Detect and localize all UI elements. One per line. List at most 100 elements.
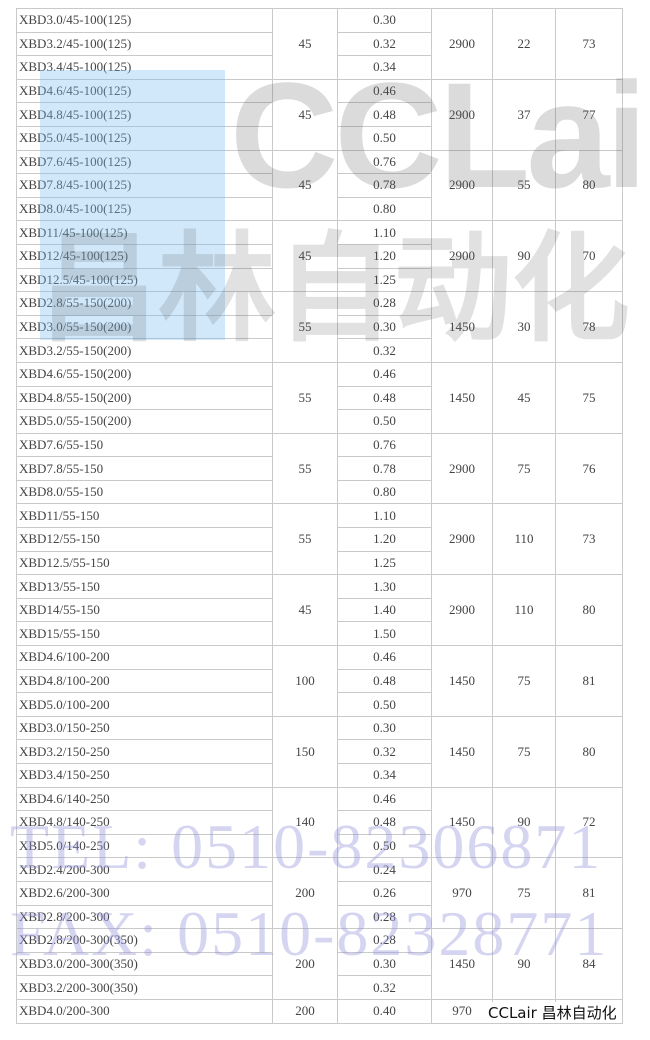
group-value-cell: 80 [555, 149, 623, 222]
corner-logo: CCLair 昌林自动化 [486, 1002, 619, 1023]
model-cell: XBD3.0/55-150(200) [16, 314, 273, 340]
group-value-cell: 55 [272, 503, 338, 576]
table-row: XBD3.4/45-100(125) 0.34 [16, 55, 623, 80]
group-value-cell: 1450 [431, 645, 493, 717]
value-cell: 1.25 [337, 267, 432, 293]
value-cell: 1.50 [337, 621, 432, 647]
group-value-cell: 55 [272, 361, 338, 434]
group-value-cell: 45 [272, 149, 338, 222]
table-row: XBD13/55-150 45 1.30 2900 110 80 [16, 574, 623, 647]
model-cell: XBD4.6/45-100(125) [16, 78, 273, 104]
table-row: XBD3.0/45-100(125) 45 0.30 2900 22 73 [16, 8, 623, 80]
value-cell: 0.32 [337, 31, 432, 57]
value-cell: 0.32 [337, 975, 432, 1000]
group-value-cell: 75 [492, 715, 556, 788]
group-value-cell: 200 [272, 998, 338, 1024]
model-cell: XBD3.4/150-250 [16, 763, 273, 788]
table-row: XBD7.8/55-150 0.78 [16, 456, 623, 481]
group-value-cell: 81 [555, 645, 623, 717]
table-row: XBD11/55-150 55 1.10 2900 110 73 [16, 503, 623, 576]
model-cell: XBD3.2/55-150(200) [16, 338, 273, 363]
table-row: XBD5.0/45-100(125) 0.50 [16, 125, 623, 151]
group-value-cell: 30 [492, 291, 556, 363]
model-cell: XBD2.8/200-300 [16, 904, 273, 930]
model-cell: XBD3.2/200-300(350) [16, 975, 273, 1000]
value-cell: 1.40 [337, 597, 432, 623]
model-cell: XBD2.6/200-300 [16, 880, 273, 906]
group-value-cell: 90 [492, 786, 556, 859]
table-row: XBD5.0/55-150(200) 0.50 [16, 409, 623, 434]
group-value-cell: 45 [272, 8, 338, 80]
value-cell: 1.30 [337, 574, 432, 599]
group-value-cell: 2900 [431, 574, 493, 647]
table-row: XBD7.6/55-150 55 0.76 2900 75 76 [16, 432, 623, 505]
group-value-cell: 84 [555, 928, 623, 1000]
table-row: XBD12.5/45-100(125) 1.25 [16, 267, 623, 293]
value-cell: 1.20 [337, 243, 432, 269]
group-value-cell: 45 [272, 78, 338, 151]
group-value-cell: 90 [492, 220, 556, 293]
table-row: XBD12/45-100(125) 1.20 [16, 243, 623, 269]
group-value-cell: 90 [492, 928, 556, 1000]
model-cell: XBD12.5/55-150 [16, 550, 273, 576]
model-cell: XBD5.0/45-100(125) [16, 125, 273, 151]
model-cell: XBD3.0/45-100(125) [16, 8, 273, 33]
value-cell: 0.50 [337, 833, 432, 859]
value-cell: 0.50 [337, 125, 432, 151]
group-value-cell: 75 [555, 361, 623, 434]
table-row: XBD12/55-150 1.20 [16, 527, 623, 552]
group-value-cell: 2900 [431, 432, 493, 505]
group-value-cell: 2900 [431, 78, 493, 151]
value-cell: 0.30 [337, 8, 432, 33]
model-cell: XBD5.0/55-150(200) [16, 409, 273, 434]
value-cell: 0.76 [337, 432, 432, 458]
group-value-cell: 73 [555, 8, 623, 80]
model-cell: XBD4.8/100-200 [16, 668, 273, 694]
model-cell: XBD5.0/140-250 [16, 833, 273, 859]
value-cell: 0.50 [337, 692, 432, 717]
value-cell: 0.28 [337, 928, 432, 953]
model-cell: XBD5.0/100-200 [16, 692, 273, 717]
value-cell: 1.10 [337, 503, 432, 529]
value-cell: 0.78 [337, 173, 432, 198]
value-cell: 1.10 [337, 220, 432, 245]
table-row: XBD2.4/200-300 200 0.24 970 75 81 [16, 857, 623, 930]
model-cell: XBD3.2/150-250 [16, 739, 273, 764]
group-value-cell: 37 [492, 78, 556, 151]
value-cell: 0.48 [337, 102, 432, 127]
value-cell: 0.46 [337, 786, 432, 812]
value-cell: 1.20 [337, 527, 432, 552]
model-cell: XBD11/55-150 [16, 503, 273, 529]
model-cell: XBD7.6/55-150 [16, 432, 273, 458]
group-value-cell: 55 [492, 149, 556, 222]
model-cell: XBD13/55-150 [16, 574, 273, 599]
model-cell: XBD7.8/55-150 [16, 456, 273, 481]
value-cell: 0.78 [337, 456, 432, 481]
group-value-cell: 76 [555, 432, 623, 505]
model-cell: XBD3.2/45-100(125) [16, 31, 273, 57]
value-cell: 0.50 [337, 409, 432, 434]
model-cell: XBD4.8/45-100(125) [16, 102, 273, 127]
group-value-cell: 2900 [431, 8, 493, 80]
model-cell: XBD3.4/45-100(125) [16, 55, 273, 80]
table-row: XBD2.8/200-300 0.28 [16, 904, 623, 930]
value-cell: 0.46 [337, 78, 432, 104]
group-value-cell: 110 [492, 574, 556, 647]
group-value-cell: 80 [555, 715, 623, 788]
group-value-cell: 80 [555, 574, 623, 647]
value-cell: 0.34 [337, 55, 432, 80]
model-cell: XBD12/55-150 [16, 527, 273, 552]
table-row: XBD12.5/55-150 1.25 [16, 550, 623, 576]
table-row: XBD3.4/150-250 0.34 [16, 763, 623, 788]
model-cell: XBD4.6/140-250 [16, 786, 273, 812]
model-cell: XBD2.8/200-300(350) [16, 928, 273, 953]
table-row: XBD4.8/55-150(200) 0.48 [16, 385, 623, 411]
table-row: XBD3.2/55-150(200) 0.32 [16, 338, 623, 363]
value-cell: 0.30 [337, 715, 432, 741]
value-cell: 0.46 [337, 645, 432, 670]
group-value-cell: 110 [492, 503, 556, 576]
value-cell: 1.25 [337, 550, 432, 576]
value-cell: 0.80 [337, 479, 432, 505]
group-value-cell: 2900 [431, 220, 493, 293]
group-value-cell: 73 [555, 503, 623, 576]
